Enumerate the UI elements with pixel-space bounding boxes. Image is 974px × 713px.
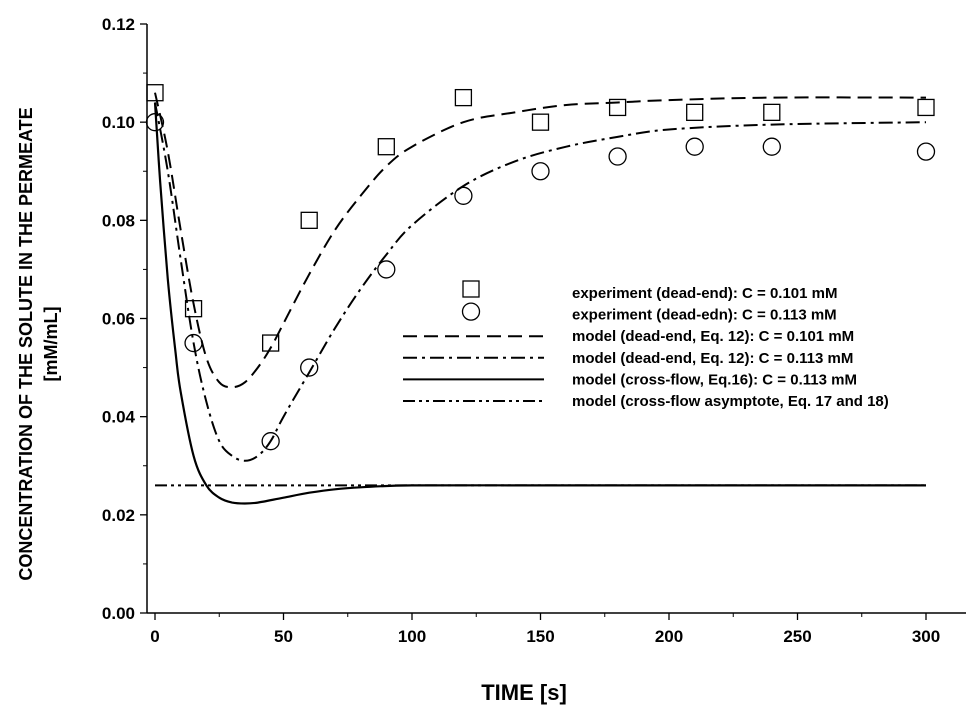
legend-circle-marker	[461, 302, 481, 321]
x-tick-label: 200	[655, 627, 683, 646]
circle-marker	[685, 137, 704, 156]
experiment-markers	[145, 84, 936, 451]
legend-label: model (dead-end, Eq. 12): C = 0.113 mM	[572, 350, 853, 367]
circle-marker	[762, 137, 781, 156]
legend: experiment (dead-end): C = 0.101 mM exper…	[403, 280, 889, 410]
model-curve-4	[153, 102, 926, 505]
circle-marker	[261, 432, 280, 451]
square-marker	[300, 211, 318, 229]
axes	[146, 24, 966, 614]
x-tick-label: 0	[150, 627, 159, 646]
y-axis-title-line1: CONCENTRATION OF THE SOLUTE IN THE PERME…	[16, 107, 36, 580]
circle-marker	[916, 142, 936, 161]
legend-label: model (cross-flow, Eq.16): C = 0.113 mM	[572, 371, 857, 388]
x-ticks: 0 50 100 150 200 250 300	[150, 613, 940, 646]
circle-marker	[531, 162, 550, 181]
square-marker	[184, 300, 203, 318]
square-marker	[261, 334, 280, 352]
legend-label: model (dead-end, Eq. 12): C = 0.101 mM	[572, 328, 854, 345]
model-curve-3	[154, 102, 927, 462]
legend-label: experiment (dead-edn): C = 0.113 mM	[572, 307, 837, 324]
y-tick-label: 0.08	[102, 211, 135, 230]
circle-marker	[377, 260, 396, 279]
circle-marker	[454, 186, 473, 205]
legend-label: experiment (dead-end): C = 0.101 mM	[572, 285, 838, 302]
square-marker	[146, 84, 164, 102]
x-tick-label: 150	[526, 627, 554, 646]
legend-square-marker	[462, 280, 480, 298]
x-tick-label: 50	[274, 627, 293, 646]
y-tick-label: 0.02	[102, 506, 135, 525]
y-ticks: 0.00 0.02 0.04 0.06 0.08 0.10 0.12	[102, 15, 147, 623]
square-marker	[686, 103, 704, 121]
circle-marker	[145, 113, 165, 132]
circle-marker	[300, 358, 319, 377]
square-marker	[917, 98, 935, 117]
y-tick-label: 0.00	[102, 604, 135, 623]
circle-marker	[608, 147, 627, 166]
square-marker	[763, 103, 781, 121]
x-axis-title: TIME [s]	[481, 680, 567, 705]
y-axis-title-line2: [mM/mL]	[41, 307, 61, 382]
x-tick-label: 300	[912, 627, 940, 646]
x-tick-label: 250	[783, 627, 811, 646]
y-tick-label: 0.10	[102, 113, 135, 132]
square-marker	[454, 88, 473, 107]
x-tick-label: 100	[398, 627, 426, 646]
square-marker	[377, 138, 395, 156]
square-marker	[531, 113, 550, 131]
y-tick-label: 0.12	[102, 15, 135, 34]
legend-label: model (cross-flow asymptote, Eq. 17 and …	[572, 393, 889, 410]
y-tick-label: 0.04	[102, 408, 136, 427]
square-marker	[608, 98, 627, 117]
circle-marker	[184, 333, 203, 353]
y-tick-label: 0.06	[102, 310, 135, 329]
